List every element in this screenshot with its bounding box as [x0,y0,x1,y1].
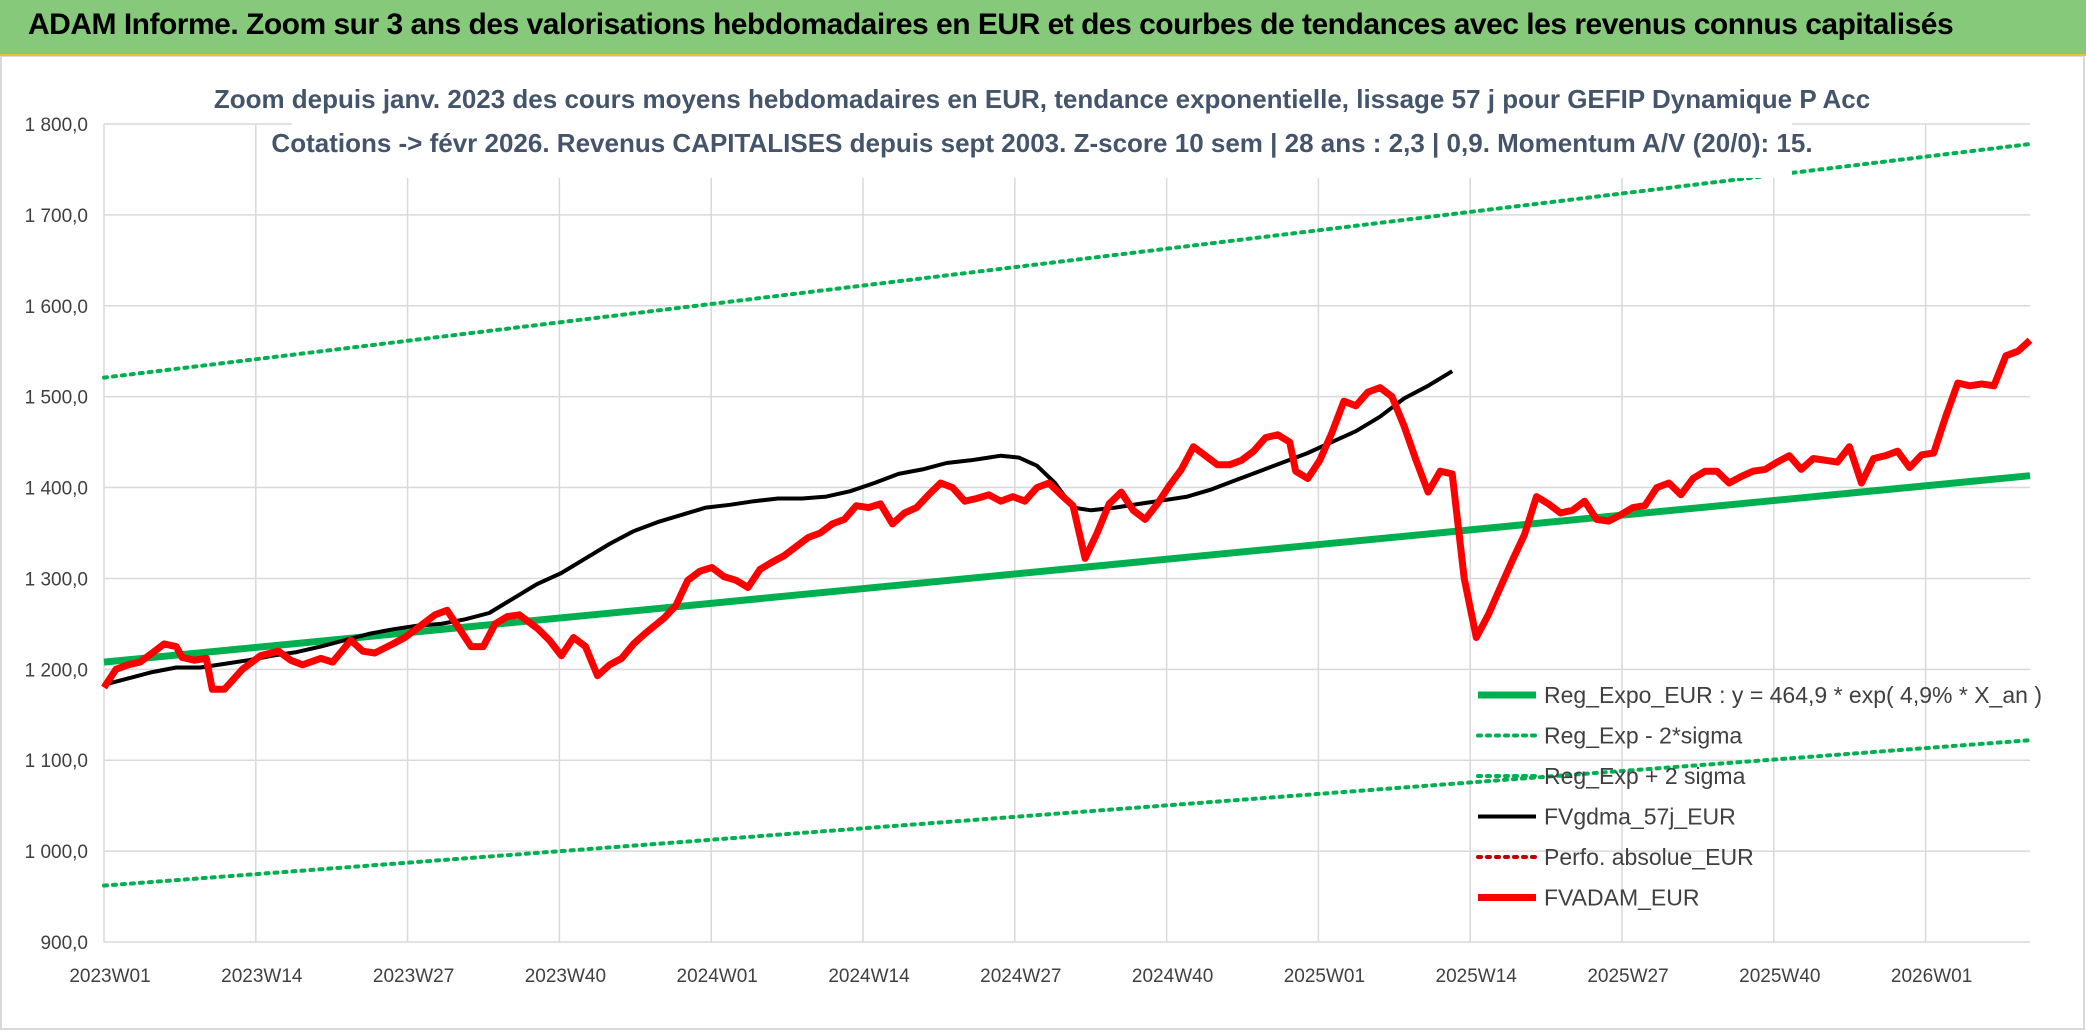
chart-legend: Reg_Expo_EUR : y = 464,9 * exp( 4,9% * X… [1476,682,2042,911]
y-tick-label: 1 700,0 [25,206,88,227]
x-tick-label: 2024W14 [828,966,910,987]
legend-label-2: Reg_Exp + 2 sigma [1544,763,1746,789]
plot-area-background [0,56,2085,1030]
y-tick-label: 1 000,0 [25,842,88,863]
x-tick-label: 2024W27 [980,966,1061,987]
legend-label-3: FVgdma_57j_EUR [1544,804,1736,830]
x-tick-label: 2025W27 [1587,966,1668,987]
legend-label-4: Perfo. absolue_EUR [1544,844,1754,870]
x-tick-label: 2023W27 [373,966,454,987]
x-tick-label: 2023W01 [69,966,150,987]
chart-subtitle: Zoom depuis janv. 2023 des cours moyens … [214,74,1870,178]
series-lines [101,142,2033,888]
report-banner: ADAM Informe. Zoom sur 3 ans des valoris… [0,0,2086,56]
x-axis-tick-labels: 2023W01 2023W14 2023W27 2023W40 2024W01 2024W… [69,966,1972,987]
y-tick-label: 1 400,0 [25,479,88,500]
y-tick-label: 1 800,0 [25,115,88,136]
x-tick-label: 2025W40 [1739,966,1820,987]
legend-label-0: Reg_Expo_EUR : y = 464,9 * exp( 4,9% * X… [1544,682,2042,708]
series-line-1 [102,738,2032,888]
x-tick-label: 2024W01 [677,966,758,987]
x-tick-label: 2025W01 [1284,966,1365,987]
x-tick-label: 2024W40 [1132,966,1213,987]
gridlines [103,123,2030,943]
legend-label-1: Reg_Exp - 2*sigma [1544,723,1742,749]
y-tick-label: 900,0 [40,933,88,954]
series-line-2 [102,142,2032,380]
series-line-5 [101,337,2033,693]
legend-label-5: FVADAM_EUR [1544,885,1700,911]
subtitle-background [292,74,1792,178]
line-chart: 900,0 1 000,0 1 100,0 1 200,0 1 300,0 1 400,0… [0,56,2085,1030]
series-line-3 [103,369,1454,687]
y-tick-label: 1 200,0 [25,660,88,681]
subtitle-line-2: Cotations -> févr 2026. Revenus CAPITALI… [271,128,1812,158]
y-axis-tick-labels: 900,0 1 000,0 1 100,0 1 200,0 1 300,0 1 400,0… [25,115,88,954]
x-tick-label: 2023W14 [221,966,303,987]
y-tick-label: 1 100,0 [25,751,88,772]
series-line-0 [103,472,2031,666]
x-tick-label: 2025W14 [1436,966,1518,987]
subtitle-line-1: Zoom depuis janv. 2023 des cours moyens … [214,84,1870,114]
y-tick-label: 1 300,0 [25,569,88,590]
y-tick-label: 1 500,0 [25,388,88,409]
x-tick-label: 2023W40 [525,966,606,987]
report-title: ADAM Informe. Zoom sur 3 ans des valoris… [28,8,1954,41]
x-tick-label: 2026W01 [1891,966,1972,987]
y-tick-label: 1 600,0 [25,297,88,318]
